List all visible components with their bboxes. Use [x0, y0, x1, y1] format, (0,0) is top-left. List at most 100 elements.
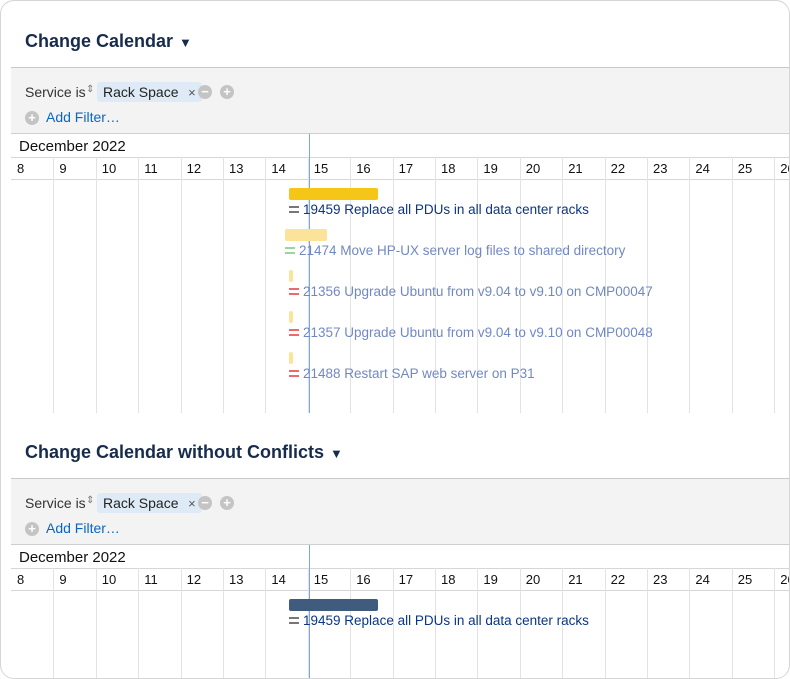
day-divider — [647, 568, 648, 678]
change-label[interactable]: 19459 Replace all PDUs in all data cente… — [303, 613, 589, 628]
change-label[interactable]: 21356 Upgrade Ubuntu from v9.04 to v9.10… — [303, 284, 653, 299]
day-divider — [435, 157, 436, 413]
day-label: 21 — [568, 161, 583, 176]
sort-arrows[interactable]: ⇕ — [86, 84, 95, 95]
change-bar[interactable] — [289, 311, 293, 323]
day-label: 17 — [398, 161, 414, 176]
change-label[interactable]: 21357 Upgrade Ubuntu from v9.04 to v9.10… — [303, 325, 653, 340]
day-divider — [350, 568, 352, 678]
remove-button[interactable]: − — [198, 85, 212, 99]
dropdown-caret[interactable]: ▼ — [179, 35, 192, 50]
header-divider — [11, 179, 789, 180]
filter-value: Rack Space — [103, 84, 179, 100]
day-divider — [265, 568, 267, 678]
day-label: 23 — [653, 572, 668, 587]
day-divider — [307, 568, 309, 678]
filter-bar: Service is ⇕ Rack Space × − + + Add Filter… — [11, 478, 789, 545]
add-filter-link[interactable]: Add Filter… — [46, 520, 120, 536]
day-label: 13 — [229, 161, 244, 176]
day-divider — [350, 157, 352, 413]
add-filter-icon[interactable]: + — [25, 111, 39, 125]
day-label: 22 — [610, 572, 626, 587]
day-label: 24 — [695, 572, 710, 587]
day-divider — [604, 568, 606, 678]
day-label: 17 — [398, 572, 414, 587]
day-label: 20 — [525, 161, 541, 176]
change-bar[interactable] — [289, 352, 293, 364]
day-label: 15 — [313, 572, 329, 587]
day-label: 12 — [186, 572, 202, 587]
add-filter-icon[interactable]: + — [25, 522, 39, 536]
remove-button[interactable]: − — [198, 496, 212, 510]
day-divider — [392, 157, 394, 413]
panel-title[interactable]: Change Calendar ▼ — [25, 31, 192, 51]
panel-title[interactable]: Change Calendar without Conflicts ▼ — [25, 442, 343, 462]
add-filter-link[interactable]: Add Filter… — [46, 109, 120, 125]
day-divider — [731, 568, 733, 678]
filter-field[interactable]: Service is — [25, 84, 86, 100]
today-line — [309, 545, 310, 678]
sort-arrows[interactable]: ⇕ — [86, 495, 95, 506]
add-button[interactable]: + — [220, 85, 234, 99]
day-divider — [519, 157, 521, 413]
day-label: 11 — [144, 572, 158, 587]
day-label: 23 — [653, 161, 668, 176]
change-bar[interactable] — [289, 270, 293, 282]
day-divider — [562, 157, 564, 413]
day-divider — [689, 157, 691, 413]
day-divider — [95, 157, 97, 413]
day-divider — [731, 157, 733, 413]
day-divider — [138, 568, 140, 678]
month-label: December 2022 — [19, 549, 126, 566]
timeline: December 2022 8 9 10 11 12 13 14 15 16 17 18 19 20 21 2… — [11, 133, 789, 413]
change-icon — [285, 247, 295, 254]
day-label: 16 — [356, 161, 371, 176]
day-label: 18 — [441, 161, 456, 176]
day-divider — [392, 568, 394, 678]
day-divider — [95, 568, 97, 678]
filter-bar: Service is ⇕ Rack Space × − + + Add Filter… — [11, 67, 789, 134]
today-line — [309, 134, 310, 413]
header-divider — [11, 590, 789, 591]
add-button[interactable]: + — [220, 496, 234, 510]
day-divider — [53, 157, 55, 413]
day-label: 26 — [780, 572, 789, 587]
day-divider — [519, 568, 521, 678]
day-divider — [180, 157, 182, 413]
day-label: 24 — [695, 161, 710, 176]
day-label: 18 — [441, 572, 456, 587]
day-divider — [689, 568, 691, 678]
day-label: 15 — [313, 161, 329, 176]
day-divider — [223, 157, 224, 413]
change-icon — [289, 370, 299, 377]
remove-filter[interactable]: × — [184, 496, 196, 511]
change-label[interactable]: 21474 Move HP-UX server log files to sha… — [299, 243, 626, 258]
day-divider — [265, 157, 267, 413]
day-label: 8 — [17, 572, 25, 587]
change-bar[interactable] — [285, 229, 327, 241]
remove-filter[interactable]: × — [184, 85, 196, 100]
day-label: 19 — [483, 161, 498, 176]
change-icon — [289, 206, 299, 213]
day-label: 14 — [271, 572, 286, 587]
header-divider — [11, 568, 789, 569]
filter-field[interactable]: Service is — [25, 495, 86, 511]
day-divider — [562, 568, 564, 678]
dropdown-caret[interactable]: ▼ — [330, 446, 343, 461]
change-bar[interactable] — [289, 599, 378, 611]
day-label: 25 — [737, 161, 753, 176]
change-icon — [289, 329, 299, 336]
change-bar[interactable] — [289, 188, 378, 200]
change-label[interactable]: 21488 Restart SAP web server on P31 — [303, 366, 535, 381]
day-divider — [435, 568, 436, 678]
day-divider — [647, 157, 648, 413]
header-divider — [11, 157, 789, 158]
change-label[interactable]: 19459 Replace all PDUs in all data cente… — [303, 202, 589, 217]
day-divider — [774, 157, 776, 413]
day-label: 25 — [737, 572, 753, 587]
filter-chip: Rack Space × — [97, 82, 202, 102]
day-divider — [180, 568, 182, 678]
day-label: 22 — [610, 161, 626, 176]
day-label: 20 — [525, 572, 541, 587]
